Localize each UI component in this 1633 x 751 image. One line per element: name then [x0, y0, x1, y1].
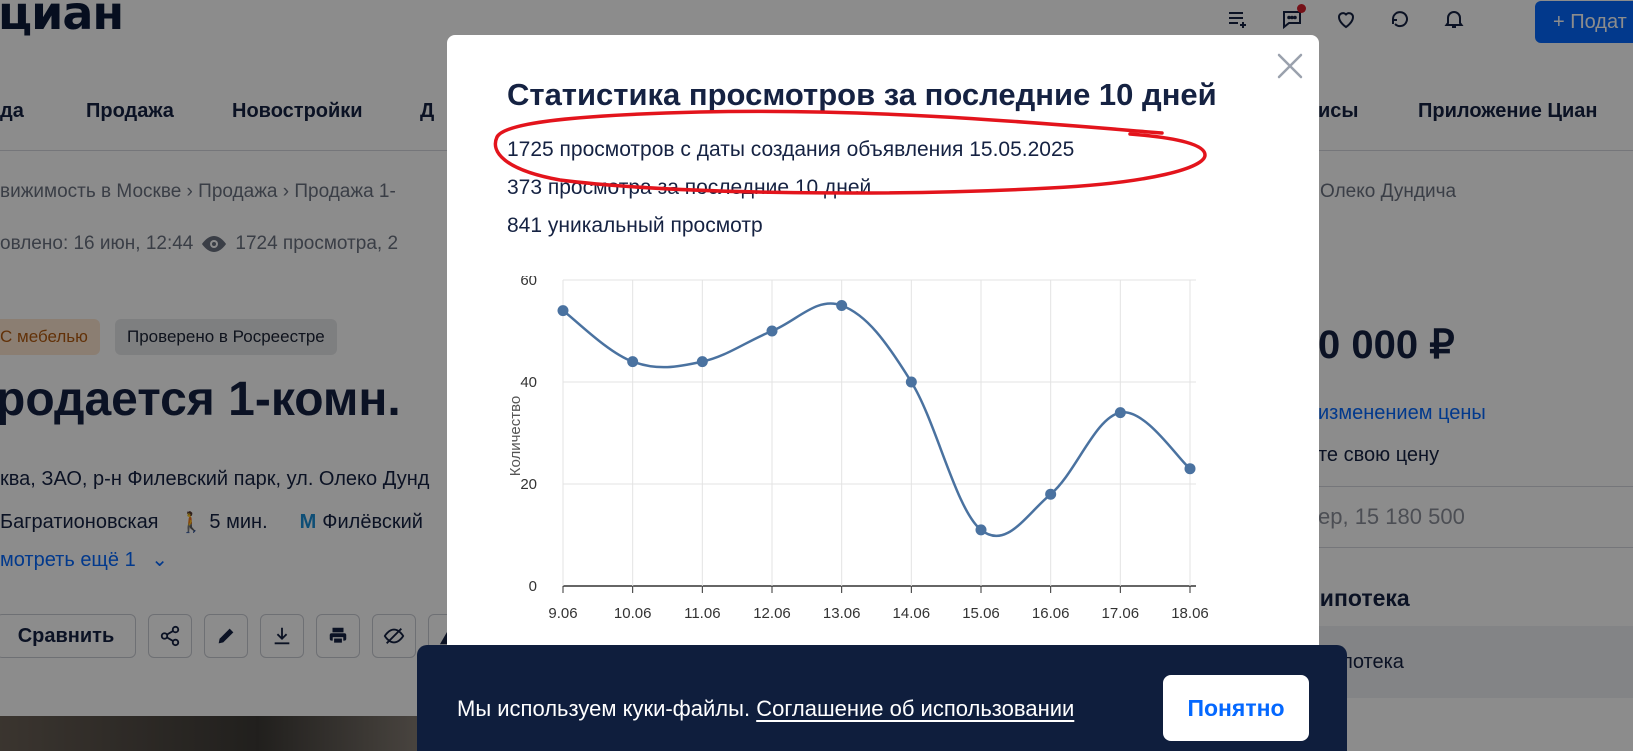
stat-total-views: 1725 просмотров с даты создания объявлен…	[507, 138, 1075, 161]
show-more-label: мотреть ещё 1	[0, 549, 136, 571]
nav-item-offices[interactable]: исы	[1318, 100, 1359, 122]
x-tick-label: 13.06	[823, 605, 861, 622]
verified-badge: Проверено в Росреестре	[115, 319, 337, 355]
accept-cookies-button[interactable]: Понятно	[1163, 675, 1309, 741]
eye-icon	[202, 236, 227, 252]
chevron-down-icon: ⌄	[151, 549, 169, 571]
breadcrumb[interactable]: вижимость в Москве › Продажа › Продажа 1…	[0, 181, 396, 202]
data-point[interactable]	[975, 524, 987, 536]
header-icons	[1225, 4, 1467, 32]
data-point[interactable]	[627, 356, 639, 368]
metro-info: Багратионовская 🚶 5 мин. M Филёвский	[0, 510, 423, 535]
x-tick-label: 18.06	[1171, 605, 1209, 622]
x-tick-label: 11.06	[684, 605, 720, 622]
data-point[interactable]	[557, 305, 569, 317]
chat-icon[interactable]	[1279, 4, 1306, 32]
y-axis-label: Количество	[507, 396, 524, 477]
print-icon[interactable]	[316, 614, 360, 658]
listing-photo[interactable]	[0, 716, 430, 751]
x-tick-label: 10.06	[614, 605, 652, 622]
views-line-chart: 0 20 40 60 9.06 10.06 11.06 12.06 13.06 14.06 15.…	[507, 276, 1209, 622]
y-tick-label: 40	[520, 374, 537, 391]
heart-icon[interactable]	[1333, 6, 1359, 32]
data-point[interactable]	[1045, 488, 1057, 500]
x-tick-label: 16.06	[1032, 605, 1070, 622]
nav-item-rent[interactable]: да	[0, 100, 24, 122]
cookie-message: Мы используем куки-файлы.	[457, 696, 751, 721]
chart-grid	[562, 279, 1196, 592]
price: 0 000 ₽	[1318, 323, 1455, 367]
walk-icon: 🚶	[178, 512, 204, 534]
x-tick-label: 9.06	[548, 605, 577, 622]
saved-search-icon[interactable]	[1387, 6, 1413, 32]
listing-meta: овлено: 16 июн, 12:44 1724 просмотра, 2	[0, 233, 398, 255]
x-tick-label: 12.06	[753, 605, 791, 622]
data-point[interactable]	[1184, 463, 1196, 475]
x-tick-label: 14.06	[893, 605, 931, 622]
furniture-badge: С мебелью	[0, 319, 100, 355]
notification-dot	[1297, 4, 1306, 13]
hide-icon[interactable]	[372, 614, 416, 658]
data-point[interactable]	[1114, 407, 1126, 419]
compare-button[interactable]: Сравнить	[0, 614, 136, 658]
data-point[interactable]	[766, 325, 778, 337]
mortgage-option[interactable]: потека	[1300, 626, 1633, 698]
offer-price-label: те свою цену	[1318, 444, 1440, 466]
nav-item-new-buildings[interactable]: Новостройки	[232, 100, 363, 122]
price-change-link[interactable]: изменением цены	[1318, 402, 1486, 424]
edit-icon[interactable]	[204, 614, 248, 658]
stat-unique-views: 841 уникальный просмотр	[507, 214, 763, 237]
y-axis-ticks: 0 20 40 60	[520, 276, 537, 595]
views-count[interactable]: 1724 просмотра, 2	[235, 233, 399, 254]
nav-item-app[interactable]: Приложение Циан	[1418, 100, 1598, 122]
share-icon[interactable]	[148, 614, 192, 658]
listing-title: родается 1-комн.	[0, 373, 401, 426]
data-point[interactable]	[836, 300, 848, 311]
breadcrumb-tail[interactable]: Олеко Дундича	[1320, 181, 1457, 202]
cookie-text: Мы используем куки-файлы. Соглашение об …	[457, 696, 1074, 722]
nav-item-sale[interactable]: Продажа	[86, 100, 174, 122]
y-tick-label: 60	[520, 276, 537, 289]
stat-last-10-days: 373 просмотра за последние 10 дней	[507, 176, 872, 199]
post-ad-button[interactable]: + Подат	[1535, 1, 1633, 43]
listing-address[interactable]: ква, ЗАО, р-н Филевский парк, ул. Олеко …	[0, 468, 430, 490]
cookie-banner: Мы используем куки-файлы. Соглашение об …	[417, 645, 1347, 751]
show-more-link[interactable]: мотреть ещё 1 ⌄	[0, 547, 168, 572]
nav-item-country[interactable]: Д	[420, 100, 435, 122]
list-add-icon[interactable]	[1225, 6, 1251, 32]
x-axis-ticks: 9.06 10.06 11.06 12.06 13.06 14.06 15.06 16.06 1…	[548, 586, 1209, 622]
y-tick-label: 0	[529, 578, 537, 595]
cian-logo[interactable]: циан	[0, 0, 124, 40]
download-icon[interactable]	[260, 614, 304, 658]
updated-date: овлено: 16 июн, 12:44	[0, 233, 194, 254]
data-point[interactable]	[696, 356, 708, 368]
series-line	[562, 302, 1191, 538]
y-tick-label: 20	[520, 476, 537, 493]
bell-icon[interactable]	[1441, 6, 1467, 32]
terms-link[interactable]: Соглашение об использовании	[756, 696, 1075, 721]
data-point[interactable]	[905, 376, 917, 388]
metro-icon: M	[299, 511, 317, 533]
modal-title: Статистика просмотров за последние 10 дн…	[507, 77, 1217, 112]
walk-time: 5 мин.	[209, 511, 268, 533]
x-tick-label: 17.06	[1102, 605, 1140, 622]
x-tick-label: 15.06	[962, 605, 1000, 622]
metro-station-1[interactable]: Багратионовская	[0, 511, 159, 533]
close-icon[interactable]	[1275, 51, 1305, 81]
metro-station-2[interactable]: Филёвский	[322, 511, 423, 533]
main-nav: да Продажа Новостройки Д исы Приложение …	[0, 100, 1633, 128]
series-points	[557, 300, 1196, 536]
offer-price-input[interactable]: ер, 15 180 500	[1300, 486, 1633, 548]
